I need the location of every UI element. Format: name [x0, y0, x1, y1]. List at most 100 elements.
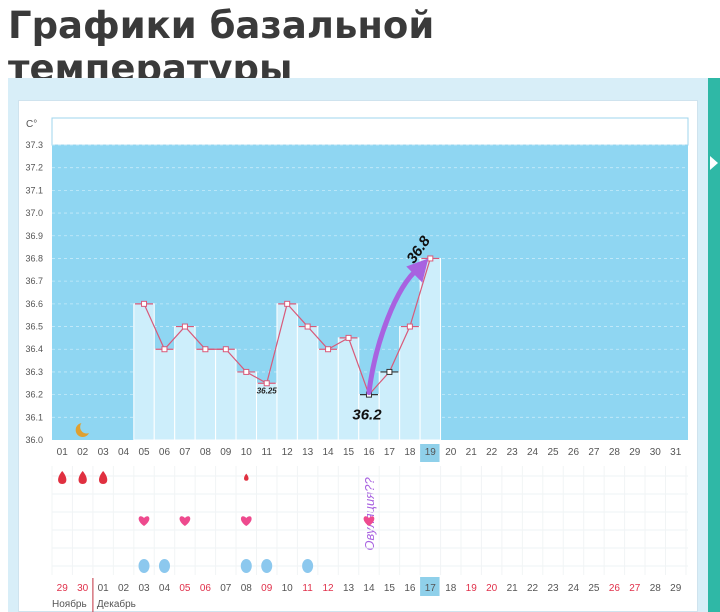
temperature-point[interactable]: [386, 368, 393, 375]
day-tick-label: 16: [363, 447, 375, 458]
calendar-date-label: 04: [159, 583, 171, 594]
temperature-bar: [215, 348, 237, 441]
spotting-drop-icon: [244, 473, 249, 481]
calendar-date-label: 08: [241, 583, 253, 594]
y-tick-label: 36.1: [25, 412, 43, 422]
annotation-ovulation: Овуляция??: [362, 477, 377, 551]
temperature-point[interactable]: [263, 380, 270, 387]
temperature-point[interactable]: [304, 323, 311, 330]
temperature-point[interactable]: [284, 300, 291, 307]
temperature-point[interactable]: [181, 323, 188, 330]
calendar-date-label: 25: [588, 583, 600, 594]
day-tick-label: 11: [262, 447, 273, 458]
calendar-date-label: 11: [302, 583, 313, 594]
temperature-bar: [153, 348, 176, 441]
day-tick-label: 30: [650, 447, 662, 458]
day-tick-label: 31: [670, 447, 682, 458]
y-tick-label: 37.0: [25, 208, 43, 218]
calendar-date-label: 10: [282, 583, 294, 594]
highlighted-date-cell: [420, 577, 440, 596]
y-tick-label: 36.0: [25, 435, 43, 445]
temperature-point[interactable]: [222, 346, 229, 353]
temperature-point[interactable]: [325, 346, 332, 353]
blue-drop-icon: [261, 559, 273, 573]
calendar-date-label: 02: [118, 583, 130, 594]
temperature-bar: [276, 303, 298, 441]
y-tick-label: 36.6: [25, 299, 43, 309]
day-tick-label: 23: [507, 447, 519, 458]
calendar-date-label: 20: [486, 583, 498, 594]
calendar-date-label: 18: [445, 583, 457, 594]
day-tick-label: 19: [425, 447, 437, 458]
calendar-date-label: 19: [466, 583, 478, 594]
calendar-date-label: 06: [200, 583, 212, 594]
annotation-low-temp: 36.25: [257, 386, 278, 395]
day-tick-label: 01: [57, 447, 69, 458]
rise-arrow: [366, 265, 421, 396]
calendar-date-label: 27: [629, 583, 641, 594]
calendar-date-label: 23: [547, 583, 559, 594]
temperature-bar: [194, 348, 217, 441]
calendar-date-label: 29: [57, 583, 69, 594]
blood-drop-icon: [98, 471, 108, 484]
day-tick-label: 26: [568, 447, 580, 458]
day-tick-label: 17: [384, 447, 396, 458]
calendar-date-label: 09: [261, 583, 273, 594]
temperature-point[interactable]: [345, 334, 352, 341]
day-tick-label: 06: [159, 447, 171, 458]
temperature-point[interactable]: [427, 255, 434, 262]
heart-icon: [240, 516, 252, 526]
day-tick-label: 10: [241, 447, 253, 458]
temperature-bar: [296, 326, 319, 441]
calendar-date-label: 21: [507, 583, 519, 594]
day-tick-label: 05: [138, 447, 150, 458]
day-tick-label: 28: [609, 447, 621, 458]
day-tick-label: 27: [588, 447, 600, 458]
side-panel-arrow-icon[interactable]: [710, 156, 718, 170]
calendar-date-label: 17: [425, 583, 437, 594]
day-tick-label: 07: [179, 447, 191, 458]
temperature-bar: [235, 371, 258, 441]
day-tick-label: 03: [98, 447, 110, 458]
temperature-point[interactable]: [243, 368, 250, 375]
chart-top-area: [51, 117, 689, 146]
temperature-point[interactable]: [406, 323, 413, 330]
blue-drop-icon: [240, 559, 252, 573]
calendar-date-label: 22: [527, 583, 539, 594]
temperature-point[interactable]: [141, 300, 148, 307]
heart-icon: [363, 516, 375, 526]
day-tick-label: 25: [547, 447, 559, 458]
temperature-bar: [133, 303, 155, 441]
calendar-date-label: 16: [404, 583, 416, 594]
day-tick-label: 08: [200, 447, 212, 458]
day-tick-label: 22: [486, 447, 498, 458]
day-tick-label: 24: [527, 447, 539, 458]
blood-drop-icon: [58, 471, 67, 484]
temperature-point[interactable]: [161, 346, 168, 353]
y-tick-label: 37.1: [25, 185, 43, 195]
day-tick-label: 15: [343, 447, 355, 458]
side-panel-strip[interactable]: [708, 78, 720, 612]
day-tick-label: 21: [466, 447, 478, 458]
temperature-bar: [337, 337, 360, 441]
calendar-date-label: 29: [670, 583, 682, 594]
day-tick-label: 04: [118, 447, 130, 458]
month-label-left: Ноябрь: [52, 598, 87, 610]
month-label-right: Декабрь: [97, 598, 136, 610]
blue-drop-icon: [158, 559, 170, 573]
calendar-date-label: 24: [568, 583, 580, 594]
rise-arrowhead-icon: [406, 258, 429, 283]
temperature-bar: [317, 348, 339, 441]
calendar-date-label: 15: [384, 583, 396, 594]
calendar-date-label: 13: [343, 583, 355, 594]
calendar-date-label: 07: [220, 583, 232, 594]
temperature-bar: [378, 371, 401, 441]
temperature-point[interactable]: [202, 346, 209, 353]
calendar-date-label: 30: [77, 583, 89, 594]
y-unit-label: C°: [26, 119, 37, 130]
calendar-date-label: 05: [179, 583, 191, 594]
calendar-date-label: 12: [323, 583, 335, 594]
calendar-date-label: 26: [609, 583, 621, 594]
day-tick-label: 14: [323, 447, 335, 458]
